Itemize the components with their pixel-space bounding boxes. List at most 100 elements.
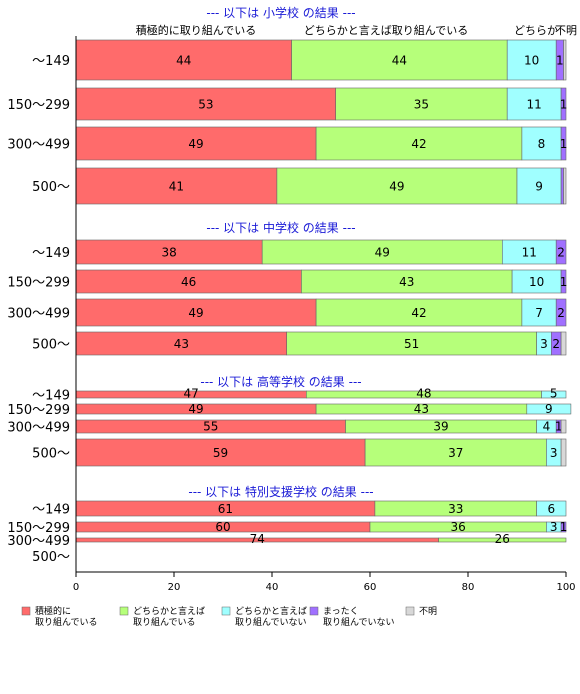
data-label: 38: [161, 246, 176, 260]
data-label: 6: [547, 502, 555, 516]
bar-segment: [560, 87, 567, 121]
data-label: 5: [550, 387, 558, 401]
bar-segment: [75, 126, 317, 161]
panel-title: --- 以下は 中学校 の結果 ---: [206, 220, 355, 235]
data-label: 8: [538, 137, 546, 151]
bar-segment: [560, 126, 567, 161]
data-label: 43: [399, 275, 414, 289]
header-label: どちらかと言えば取り組んでいる: [304, 24, 468, 37]
data-label: 1: [560, 275, 568, 289]
data-label: 42: [411, 306, 426, 320]
data-label: 7: [535, 306, 543, 320]
data-label: 42: [411, 137, 426, 151]
data-label: 1: [560, 137, 568, 151]
data-label: 44: [176, 54, 191, 68]
data-label: 46: [181, 275, 196, 289]
legend-swatch: [309, 606, 319, 616]
legend-label: 不明: [419, 606, 437, 617]
data-label: 2: [557, 306, 565, 320]
data-label: 48: [416, 387, 431, 401]
data-label: 44: [392, 54, 407, 68]
data-label: 41: [169, 180, 184, 194]
legend-label: 取り組んでいる: [35, 616, 98, 628]
x-tick-label: 20: [168, 582, 181, 593]
legend-label: まったく: [323, 606, 359, 617]
bar-segment: [563, 39, 567, 81]
category-label: ～149: [32, 503, 70, 518]
bar-segment: [506, 87, 562, 121]
bar-segment: [521, 126, 562, 161]
bar-segment: [506, 39, 557, 81]
bar-segment: [541, 390, 567, 399]
data-label: 11: [527, 98, 542, 112]
x-tick-label: 100: [556, 582, 575, 593]
bar-segment: [536, 500, 567, 517]
header-label: どちらか: [514, 24, 558, 37]
bar-segment: [555, 239, 567, 265]
category-label: ～149: [32, 389, 70, 404]
bar-segment: [364, 438, 547, 467]
data-label: 35: [414, 98, 429, 112]
data-label: 60: [215, 520, 230, 534]
data-label: 1: [560, 98, 568, 112]
x-tick-label: 0: [73, 582, 79, 593]
bar-segment: [560, 167, 564, 205]
x-tick-label: 40: [266, 582, 279, 593]
category-label: 300～499: [7, 421, 70, 436]
data-label: 2: [552, 337, 560, 351]
data-label: 2: [557, 246, 565, 260]
data-label: 36: [451, 520, 466, 534]
bar-segment: [526, 403, 572, 415]
bar-segment: [75, 438, 366, 467]
bar-segment: [521, 298, 557, 327]
data-label: 43: [174, 337, 189, 351]
category-label: ～149: [32, 54, 70, 69]
category-label: 300～499: [7, 307, 70, 322]
data-label: 3: [550, 520, 558, 534]
data-label: 39: [433, 419, 448, 433]
bar-segment: [560, 438, 567, 467]
legend-swatch: [119, 606, 129, 616]
data-label: 1: [555, 419, 563, 433]
legend-label: 取り組んでいない: [323, 616, 395, 628]
data-label: 53: [198, 98, 213, 112]
bar-segment: [560, 419, 567, 434]
data-label: 9: [535, 180, 543, 194]
x-tick-label: 80: [462, 582, 475, 593]
panel-title: --- 以下は 小学校 の結果 ---: [206, 5, 355, 20]
panel-title: --- 以下は 高等学校 の結果 ---: [200, 374, 361, 389]
category-label: 300～499: [7, 534, 70, 549]
data-label: 47: [184, 387, 199, 401]
data-label: 49: [188, 306, 203, 320]
data-label: 37: [448, 446, 463, 460]
bar-segment: [276, 167, 518, 205]
data-label: 33: [448, 502, 463, 516]
data-label: 3: [550, 446, 558, 460]
data-label: 10: [524, 54, 539, 68]
data-label: 61: [218, 502, 233, 516]
header-label: 不明: [555, 24, 577, 37]
data-label: 3: [540, 337, 548, 351]
data-label: 49: [375, 246, 390, 260]
bar-segment: [560, 269, 567, 294]
data-label: 1: [556, 54, 564, 68]
bar-segment: [563, 167, 567, 205]
category-label: 500～: [32, 550, 70, 565]
category-label: ～149: [32, 246, 70, 261]
data-label: 74: [250, 532, 265, 546]
data-label: 9: [545, 402, 553, 416]
data-label: 43: [414, 402, 429, 416]
legend-swatch: [21, 606, 31, 616]
bar-segment: [560, 331, 567, 356]
data-label: 55: [203, 419, 218, 433]
legend-label: どちらかと言えば: [235, 605, 307, 617]
category-label: 150～299: [7, 521, 70, 536]
category-label: 300～499: [7, 138, 70, 153]
bar-segment: [315, 126, 523, 161]
data-label: 1: [560, 520, 568, 534]
data-label: 51: [404, 337, 419, 351]
category-label: 150～299: [7, 276, 70, 291]
category-label: 500～: [32, 338, 70, 353]
data-label: 10: [529, 275, 544, 289]
